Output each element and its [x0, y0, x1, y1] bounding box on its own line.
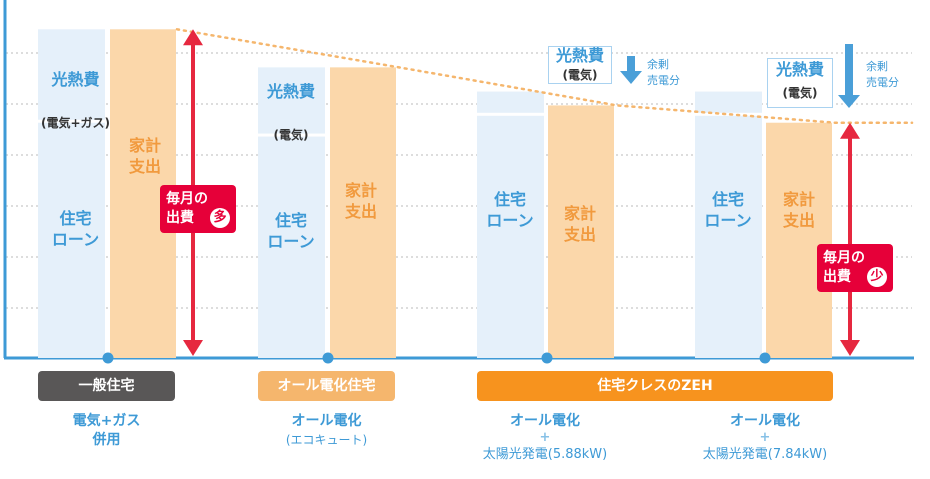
g4-under-sub: 太陽光発電(7.84kW): [702, 447, 828, 462]
arrow-high-head-bottom: [183, 340, 203, 356]
g1-under-label: 電気+ガス 併用: [38, 412, 175, 450]
category-all-electric: オール電化住宅: [258, 371, 395, 401]
g1-loan-label: 住宅 ローン: [51, 209, 100, 249]
g3-under-main: オール電化: [510, 413, 580, 429]
g3-under-plus: +: [539, 430, 551, 445]
loan-bar-2: [258, 136, 325, 358]
g3-loan-label: 住宅 ローン: [486, 190, 534, 230]
g2-utility-label: 光熱費 (電気): [258, 60, 324, 144]
g1-under-main: 電気+ガス 併用: [72, 413, 141, 448]
g4-loan-label: 住宅 ローン: [704, 190, 752, 230]
badge-low-mark: 少: [867, 267, 887, 287]
surplus-arrow-2-head: [838, 95, 860, 108]
badge-high: 毎月の 出費多: [160, 185, 236, 233]
axis-dot-4: [759, 352, 771, 364]
expense-bar-3: [548, 105, 614, 358]
arrow-low-head-top: [840, 122, 860, 139]
g1-utility-text: 光熱費: [51, 70, 100, 89]
surplus-arrow-1-shaft: [627, 56, 635, 72]
g1-utility-label: 光熱費 (電気+ガス): [38, 48, 113, 132]
g2-loan-label: 住宅 ローン: [267, 211, 315, 251]
g3-utility-sub: (電気): [562, 68, 598, 82]
g3-utility-text: 光熱費: [555, 46, 604, 65]
g3-expense-label: 家計 支出: [563, 204, 596, 244]
g3-under-label: オール電化 + 太陽光発電(5.88kW): [455, 412, 635, 464]
surplus-arrow-2-shaft: [845, 44, 853, 96]
g4-expense-label: 家計 支出: [782, 190, 815, 230]
utility-bar-4: [695, 91, 762, 113]
expense-bar-2: [330, 67, 396, 359]
g4-under-plus: +: [759, 430, 771, 445]
loan-bar-1: [38, 122, 105, 358]
trend-line: [175, 28, 914, 124]
arrow-low-head-bottom: [840, 340, 860, 356]
g4-under-label: オール電化 + 太陽光発電(7.84kW): [675, 412, 855, 464]
badge-low-text: 毎月の 出費: [823, 250, 865, 285]
badge-low: 毎月の 出費少: [817, 244, 893, 292]
utility-bar-1: [38, 29, 105, 120]
g3-surplus-label: 余剰 売電分: [647, 58, 680, 87]
g1-expense-label: 家計 支出: [128, 136, 161, 176]
g4-utility-text: 光熱費: [775, 60, 824, 79]
g2-under-main: オール電化: [291, 413, 362, 429]
g2-expense-label: 家計 支出: [344, 181, 377, 221]
surplus-arrow-1-head: [620, 71, 642, 84]
g4-surplus-label: 余剰 売電分: [866, 60, 899, 89]
g2-under-label: オール電化 (エコキュート): [258, 412, 395, 450]
category-general: 一般住宅: [38, 371, 175, 401]
category-zeh: 住宅クレスのZEH: [477, 371, 833, 401]
loan-bar-4: [695, 115, 762, 358]
axis-dot-1: [102, 352, 114, 364]
g2-utility-text: 光熱費: [266, 82, 315, 101]
g3-utility-label: 光熱費 (電気): [548, 46, 612, 84]
utility-bar-3: [477, 91, 544, 113]
expense-bar-4: [766, 122, 832, 358]
loan-bar-3: [477, 115, 544, 358]
arrow-high-head-top: [183, 29, 203, 46]
g2-utility-sub: (電気): [273, 128, 309, 142]
g4-under-main: オール電化: [730, 413, 800, 429]
g1-utility-sub: (電気+ガス): [40, 116, 111, 130]
g4-utility-sub: (電気): [782, 86, 818, 100]
badge-high-mark: 多: [210, 208, 230, 228]
axis-dot-2: [322, 352, 334, 364]
axis-dot-3: [541, 352, 553, 364]
g3-under-sub: 太陽光発電(5.88kW): [482, 447, 608, 462]
g2-under-paren: (エコキュート): [285, 433, 368, 447]
badge-high-text: 毎月の 出費: [166, 191, 208, 226]
utility-bar-2: [258, 67, 325, 134]
g4-utility-label: 光熱費 (電気): [767, 58, 833, 108]
